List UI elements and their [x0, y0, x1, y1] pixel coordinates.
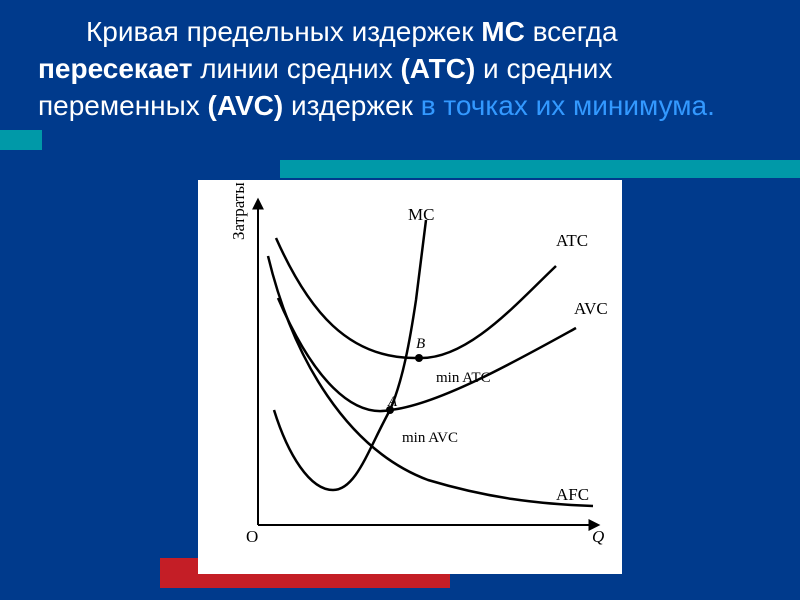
annotation-min-avc: min AVC — [402, 430, 458, 446]
slide-root: Кривая предельных издержек МС всегда пер… — [0, 0, 800, 600]
curve-afc — [268, 256, 593, 506]
curve-label-afc: AFC — [556, 485, 589, 504]
accent-teal-small — [0, 130, 42, 150]
annotation-min-atc: min ATC — [436, 370, 491, 386]
cost-curves-chart: Затраты O Q MC ATC AVC Bmin ATC Amin AVC AFC — [198, 180, 622, 574]
y-axis-label: Затраты — [229, 182, 248, 240]
point-b — [415, 354, 423, 362]
accent-teal-wide — [280, 160, 800, 178]
curve-label-atc: ATC — [556, 231, 588, 250]
annotation-a: A — [387, 394, 398, 410]
annotation-b: B — [416, 336, 425, 352]
curve-mc — [274, 220, 426, 490]
x-axis-label: Q — [592, 527, 604, 546]
curve-label-avc: AVC — [574, 299, 608, 318]
slide-heading: Кривая предельных издержек МС всегда пер… — [38, 14, 758, 125]
origin-label: O — [246, 527, 258, 546]
curve-label-mc: MC — [408, 205, 434, 224]
